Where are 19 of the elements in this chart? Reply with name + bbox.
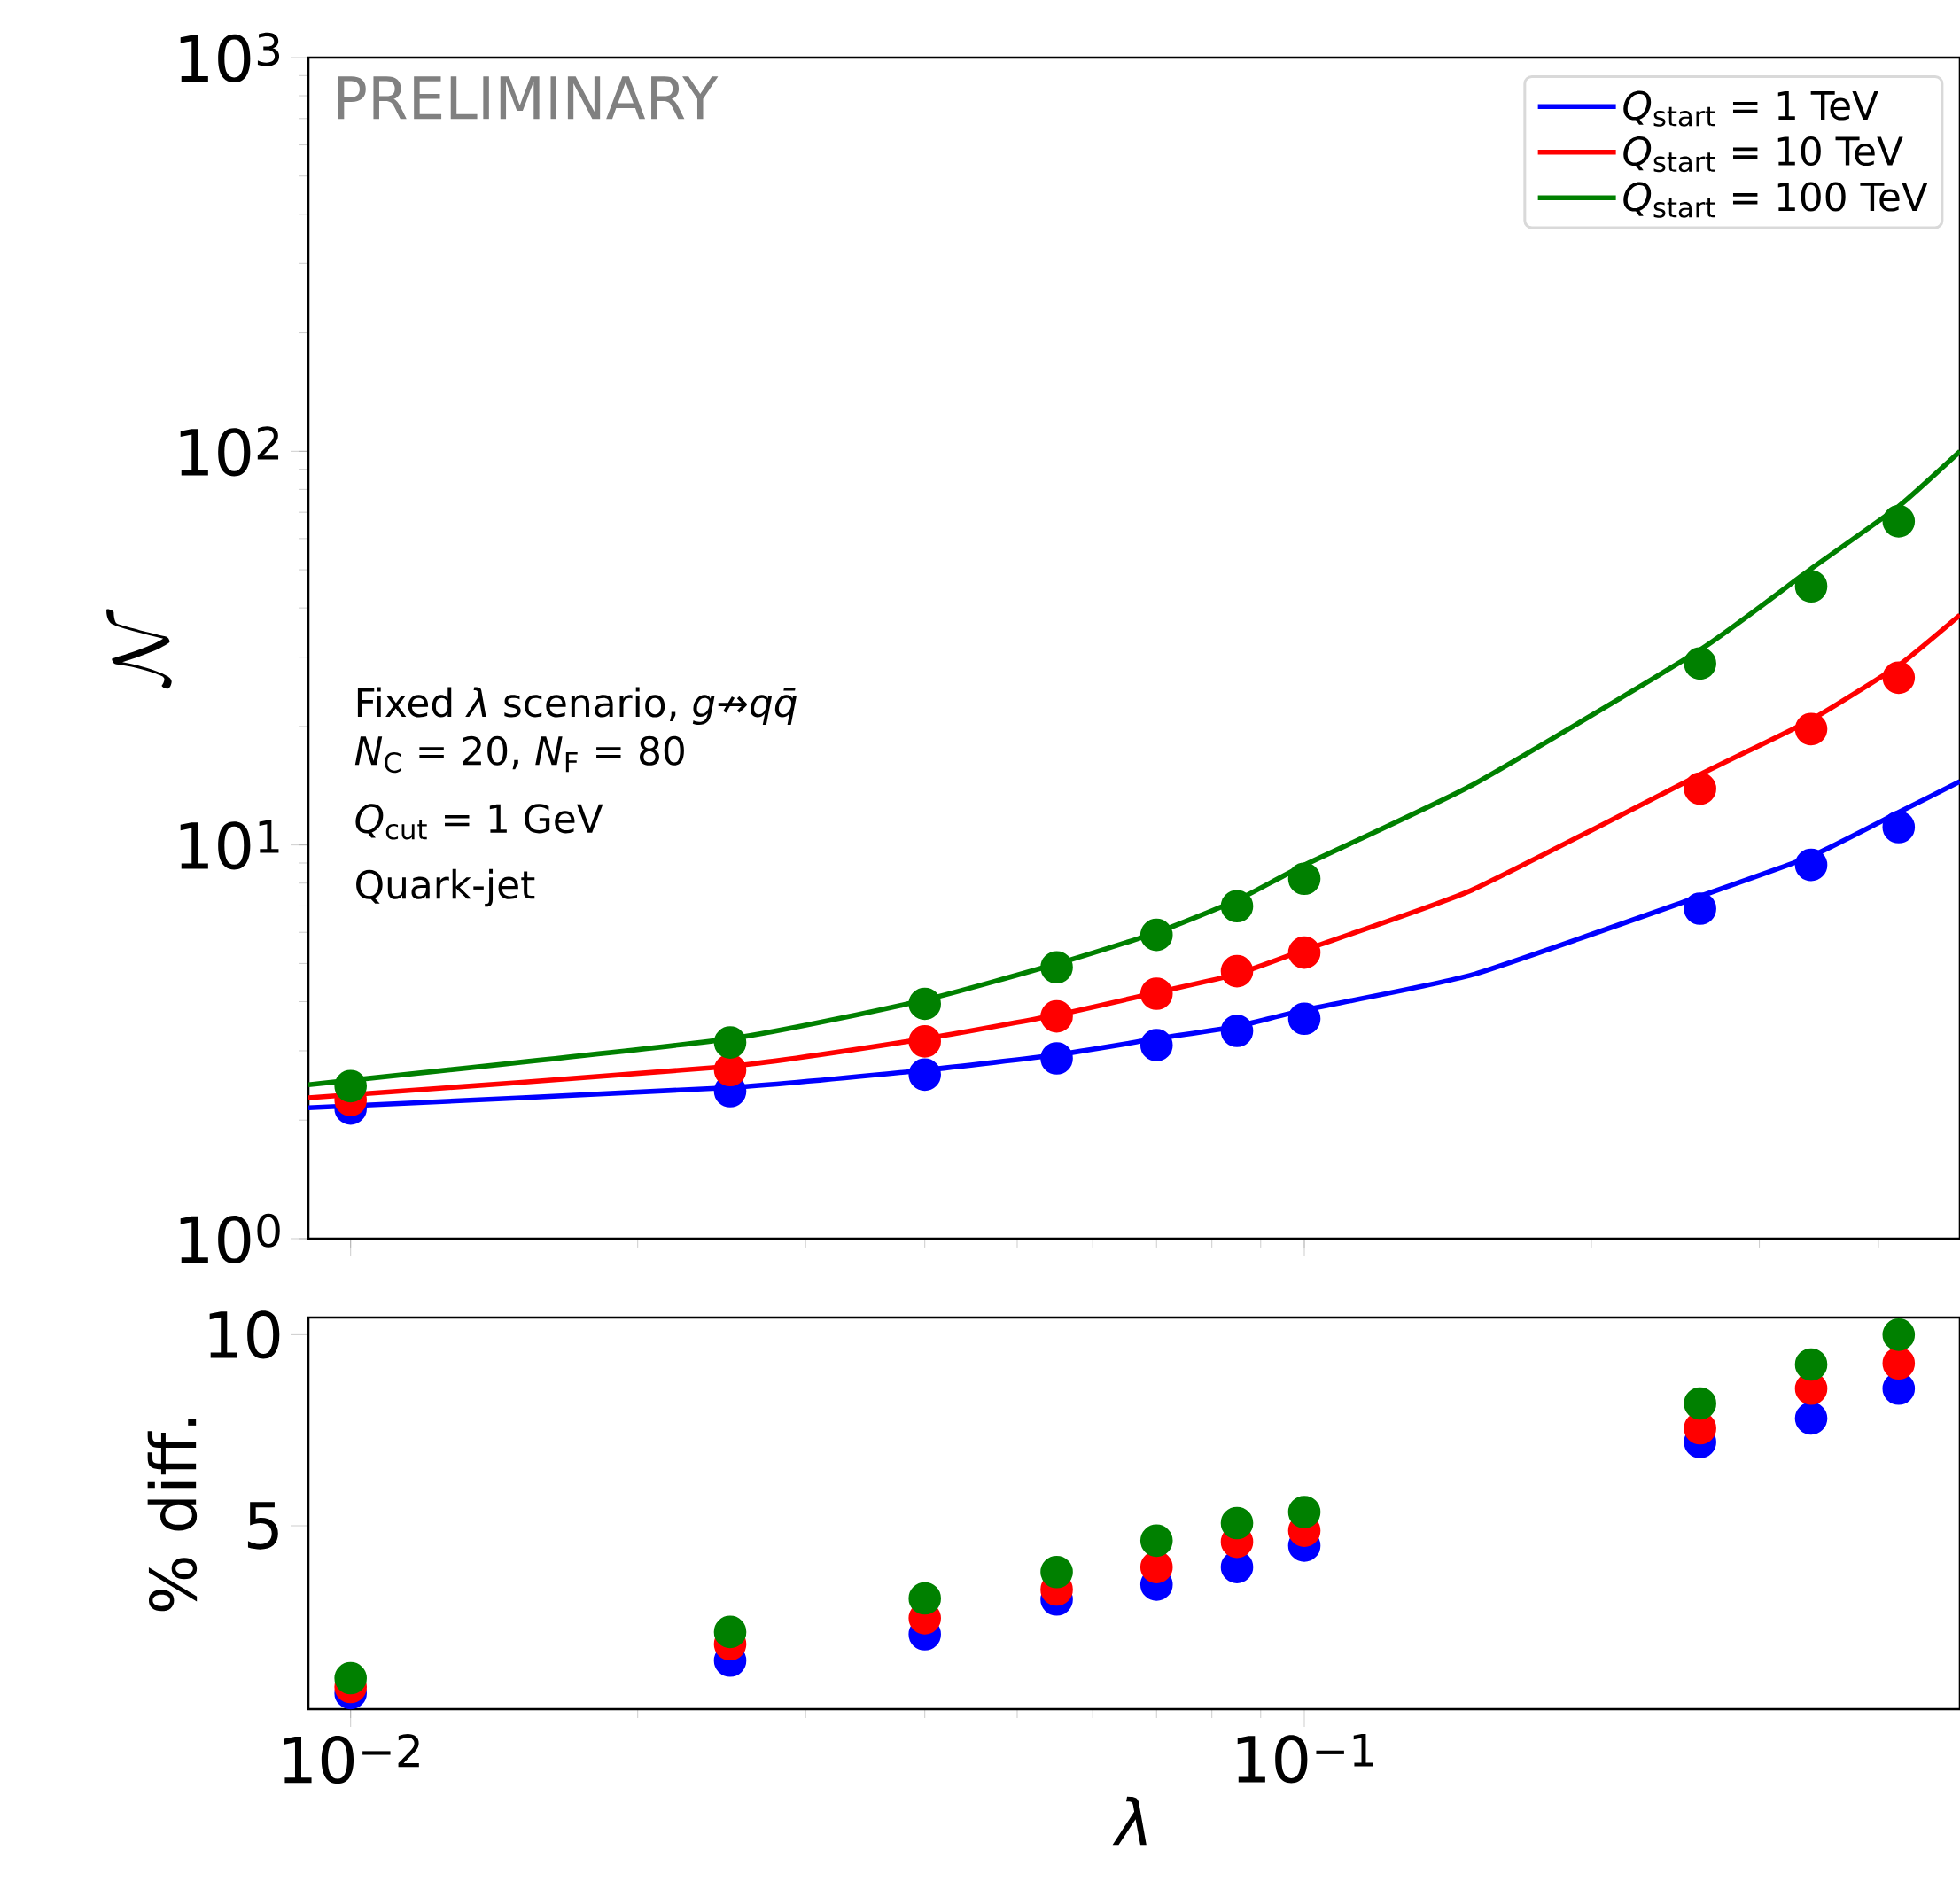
legend-label: Q$_{start}$ = 1 TeV bbox=[1623, 90, 1878, 127]
x-axis-title: λ bbox=[1112, 1796, 1147, 1846]
annotation: PRELIMINARY bbox=[338, 76, 719, 120]
annotation: N$_{C}$ = 20, N$_{F}$ = 80 bbox=[354, 735, 684, 774]
y-tick-label: 10$^{0}$ bbox=[180, 1213, 280, 1264]
legend-label: Q$_{start}$ = 10 TeV bbox=[1623, 136, 1903, 173]
x-tick-label: 10$^{−1}$ bbox=[1237, 1733, 1373, 1784]
y-tick-label: 10$^{2}$ bbox=[180, 426, 279, 477]
x-tick-label: 10$^{−2}$ bbox=[284, 1733, 419, 1784]
y-axis-title: % diff. bbox=[147, 1419, 198, 1612]
y-tick-label: 10$^{1}$ bbox=[180, 820, 279, 870]
y-tick-label: 10 bbox=[209, 1310, 280, 1359]
annotation: Q$_{cut}$ = 1 GeV bbox=[355, 804, 603, 840]
legend-label: Q$_{start}$ = 100 TeV bbox=[1623, 182, 1928, 218]
annotation: Fixed λ scenario, g↛qq̄ bbox=[357, 687, 797, 726]
y-tick-label: 5 bbox=[247, 1502, 278, 1550]
y-axis-title: $\mathcal{N}$ bbox=[106, 609, 172, 689]
y-tick-label: 10$^{3}$ bbox=[180, 32, 280, 83]
annotation: Quark-jet bbox=[356, 868, 535, 907]
